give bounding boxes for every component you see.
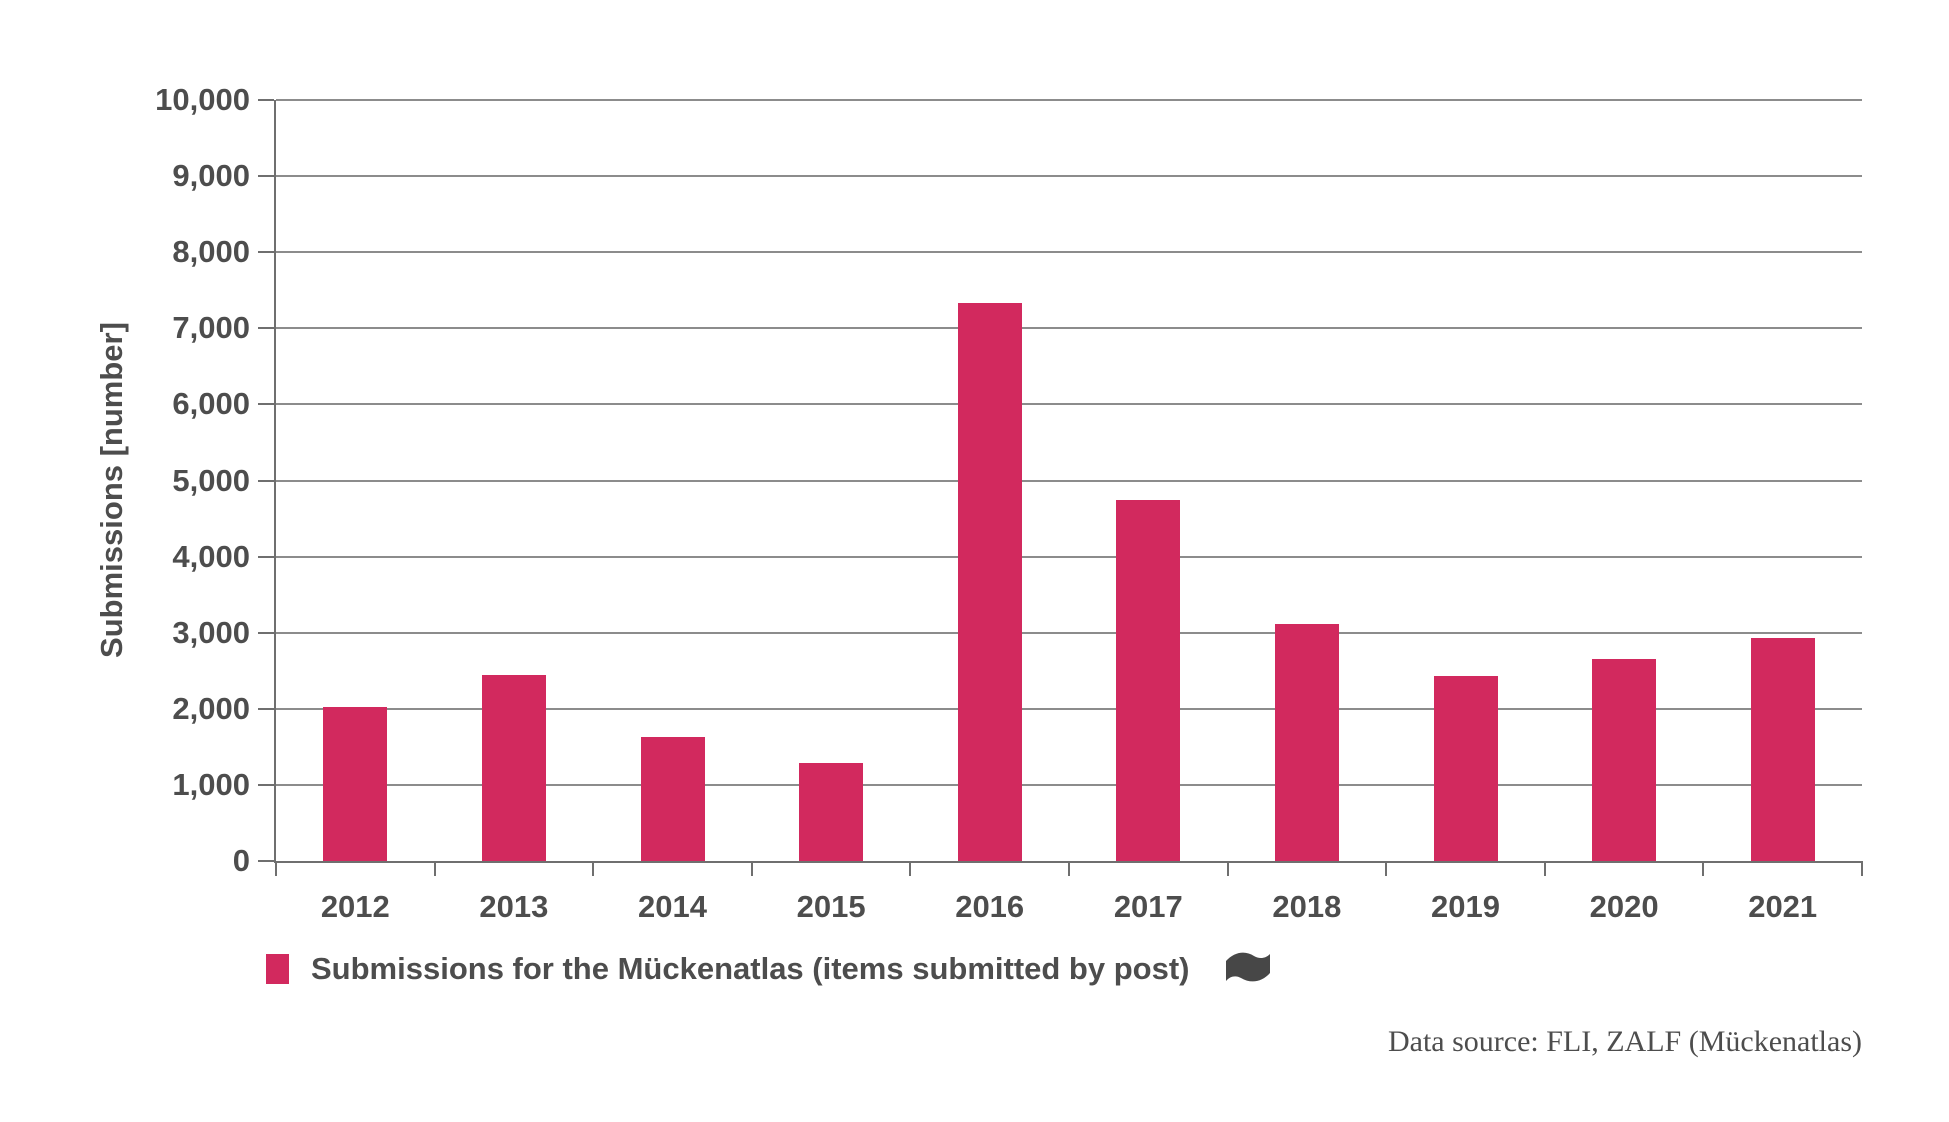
y-tick-label-8000: 8,000 bbox=[172, 234, 250, 270]
legend-label: Submissions for the Mückenatlas (items s… bbox=[311, 951, 1190, 986]
y-axis-tick-10000 bbox=[258, 99, 274, 101]
x-axis-tick-10 bbox=[1861, 861, 1863, 876]
gridline-4000 bbox=[276, 555, 1862, 558]
bar-2014 bbox=[640, 736, 705, 861]
x-tick-label-2016: 2016 bbox=[955, 889, 1025, 924]
gridline-2000 bbox=[276, 707, 1862, 710]
gridline-3000 bbox=[276, 631, 1862, 634]
bar-2012 bbox=[323, 707, 388, 861]
gridline-5000 bbox=[276, 479, 1862, 482]
legend: Submissions for the Mückenatlas (items s… bbox=[266, 950, 1271, 988]
x-tick-label-2012: 2012 bbox=[320, 889, 390, 924]
bar-2019 bbox=[1433, 676, 1498, 861]
bar-2021 bbox=[1750, 638, 1815, 861]
y-tick-label-6000: 6,000 bbox=[172, 386, 250, 422]
y-axis-title: Submissions [number] bbox=[94, 322, 129, 658]
y-tick-label-5000: 5,000 bbox=[172, 462, 250, 498]
x-tick-label-2014: 2014 bbox=[638, 889, 707, 924]
y-tick-label-4000: 4,000 bbox=[172, 538, 250, 574]
y-axis-tick-9000 bbox=[258, 175, 274, 178]
gridline-8000 bbox=[276, 251, 1862, 254]
x-axis-tick-7 bbox=[1385, 861, 1388, 876]
x-axis-tick-8 bbox=[1543, 861, 1546, 876]
x-tick-label-2020: 2020 bbox=[1589, 889, 1659, 924]
legend-swatch bbox=[266, 954, 289, 984]
x-tick-label-2021: 2021 bbox=[1748, 889, 1818, 924]
y-axis-tick-3000 bbox=[258, 631, 274, 634]
x-axis-tick-5 bbox=[1068, 861, 1070, 876]
x-axis-tick-9 bbox=[1702, 861, 1705, 876]
y-axis-tick-7000 bbox=[258, 327, 274, 330]
gridline-7000 bbox=[276, 327, 1862, 330]
y-axis-tick-2000 bbox=[258, 707, 274, 710]
wave-flag-icon bbox=[1226, 952, 1271, 982]
x-tick-label-2019: 2019 bbox=[1431, 889, 1500, 924]
y-tick-label-7000: 7,000 bbox=[172, 310, 250, 346]
gridline-6000 bbox=[276, 403, 1862, 406]
y-axis-tick-4000 bbox=[258, 555, 274, 558]
x-tick-label-2013: 2013 bbox=[479, 889, 549, 924]
y-tick-label-2000: 2,000 bbox=[172, 690, 250, 726]
y-axis-tick-1000 bbox=[258, 783, 274, 786]
bar-2015 bbox=[799, 762, 864, 861]
x-tick-label-2018: 2018 bbox=[1272, 889, 1342, 924]
x-axis-tick-4 bbox=[909, 861, 912, 876]
y-axis-tick-0 bbox=[258, 860, 274, 862]
plot-area: 0 1,000 2,000 3,000 4,000 5,000 6,000 7,000 8,00… bbox=[155, 82, 1863, 924]
x-axis-tick-1 bbox=[433, 861, 436, 876]
x-tick-label-2017: 2017 bbox=[1113, 889, 1183, 924]
y-tick-label-0: 0 bbox=[232, 843, 250, 878]
y-tick-label-3000: 3,000 bbox=[172, 614, 250, 650]
x-axis-tick-0 bbox=[275, 861, 277, 876]
y-tick-label-9000: 9,000 bbox=[172, 158, 250, 194]
bar-2013 bbox=[481, 675, 546, 861]
y-tick-label-1000: 1,000 bbox=[172, 766, 250, 802]
bar-2018 bbox=[1274, 624, 1339, 861]
x-axis-tick-6 bbox=[1226, 861, 1229, 876]
x-axis-tick-3 bbox=[750, 861, 753, 876]
bar-2017 bbox=[1116, 499, 1181, 861]
bar-2020 bbox=[1592, 658, 1657, 861]
data-source-note: Data source: FLI, ZALF (Mückenatlas) bbox=[1387, 1025, 1862, 1058]
gridline-10000 bbox=[276, 99, 1862, 101]
gridline-1000 bbox=[276, 783, 1862, 786]
x-axis-tick-2 bbox=[592, 861, 595, 876]
y-tick-label-10000: 10,000 bbox=[155, 82, 250, 117]
gridline-9000 bbox=[276, 175, 1862, 178]
bar-2016 bbox=[957, 303, 1022, 861]
y-axis-tick-8000 bbox=[258, 251, 274, 254]
y-axis-tick-5000 bbox=[258, 479, 274, 482]
x-tick-label-2015: 2015 bbox=[796, 889, 866, 924]
y-axis-tick-6000 bbox=[258, 403, 274, 406]
